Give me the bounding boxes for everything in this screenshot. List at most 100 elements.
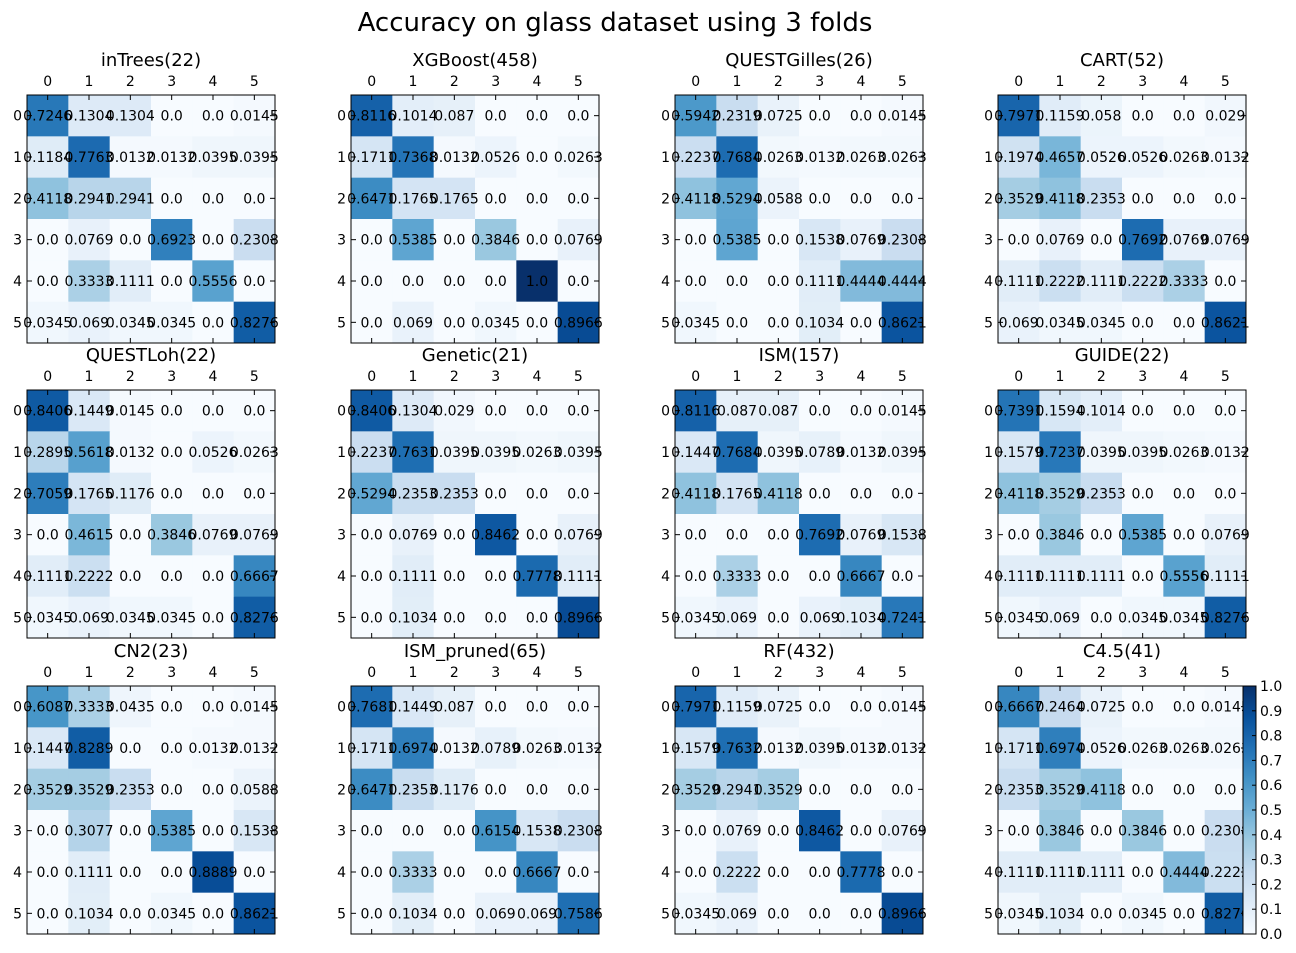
- cell-value-label: 0.7391: [994, 404, 1043, 420]
- cell-value-label: 0.0: [1132, 315, 1154, 331]
- cell-value-label: 0.0: [809, 700, 831, 716]
- cell-value-label: 0.2222: [65, 569, 114, 585]
- cell-value-label: 0.2353: [1077, 486, 1126, 502]
- heatmap-cell: [516, 596, 559, 639]
- heatmap-cell: [68, 301, 111, 344]
- y-tick-label: 2: [13, 486, 22, 502]
- y-tick-label: 1: [661, 150, 670, 166]
- cell-value-label: 0.2353: [389, 782, 438, 798]
- cell-value-label: 0.1034: [1036, 906, 1085, 922]
- heatmap-cell: [840, 768, 883, 811]
- cell-value-label: 0.069: [517, 906, 557, 922]
- heatmap-cell: [192, 136, 235, 179]
- heatmap-cell: [1163, 555, 1206, 598]
- x-tick-label: 4: [533, 74, 542, 90]
- cell-value-label: 0.0: [361, 906, 383, 922]
- x-tick-label: 3: [815, 665, 824, 681]
- x-tick-label: 1: [1056, 369, 1065, 385]
- axes-frame: [350, 389, 600, 639]
- heatmap-cell: [392, 301, 435, 344]
- cell-value-label: 0.0: [485, 700, 507, 716]
- cell-value-label: 0.0: [1132, 486, 1154, 502]
- y-tick-label: 3: [984, 233, 993, 249]
- y-tick-label: 3: [661, 233, 670, 249]
- heatmap-cell: [433, 301, 476, 344]
- x-tick-label: 0: [1014, 369, 1023, 385]
- heatmap-cell: [475, 555, 517, 598]
- cell-value-label: 0.5556: [189, 274, 238, 290]
- y-tick-label: 2: [984, 191, 993, 207]
- x-tick-label: 0: [43, 369, 52, 385]
- cell-value-label: 0.1014: [1077, 404, 1126, 420]
- heatmap-cell: [233, 95, 276, 137]
- heatmap-cell: [392, 260, 435, 303]
- heatmap-cell: [1163, 431, 1206, 474]
- heatmap-cell: [233, 431, 276, 474]
- heatmap-cell: [675, 768, 717, 811]
- cell-value-label: 0.0: [809, 486, 831, 502]
- heatmap-cell: [109, 177, 152, 220]
- cell-value-label: 0.1765: [713, 486, 762, 502]
- cell-value-label: 0.1034: [795, 315, 844, 331]
- heatmap-cell: [840, 177, 883, 220]
- heatmap-cell: [1039, 301, 1082, 344]
- cell-value-label: 0.0: [443, 315, 465, 331]
- y-tick-label: 2: [984, 782, 993, 798]
- heatmap-cell: [1122, 810, 1164, 852]
- cell-value-label: 0.0395: [230, 150, 279, 166]
- x-tick-label: 2: [126, 369, 135, 385]
- x-tick-label: 2: [774, 74, 783, 90]
- heatmap-cell: [1204, 95, 1247, 137]
- x-tick-label: 1: [85, 369, 94, 385]
- colorbar-tick-label: 0.6: [1260, 778, 1282, 794]
- cell-value-label: 0.0: [1173, 404, 1195, 420]
- heatmap-cell: [27, 390, 69, 432]
- cell-value-label: 0.0345: [23, 315, 72, 331]
- cell-value-label: 0.1538: [878, 528, 927, 544]
- heatmap-cell: [516, 555, 559, 598]
- cell-value-label: 0.1111: [554, 569, 603, 585]
- cell-value-label: 0.7684: [713, 445, 762, 461]
- heatmap-cell: [557, 892, 600, 935]
- y-tick-label: 0: [984, 404, 993, 420]
- heatmap-cell: [881, 219, 924, 261]
- cell-value-label: 0.1111: [389, 569, 438, 585]
- x-tick-label: 1: [409, 665, 418, 681]
- heatmap-cell: [1080, 219, 1123, 261]
- cell-value-label: 0.0: [567, 274, 589, 290]
- cell-value-label: 0.5385: [1118, 528, 1167, 544]
- heatmap-cell: [1039, 472, 1082, 515]
- heatmap-cell: [840, 892, 883, 935]
- panel-title: C4.5(41): [1083, 641, 1161, 662]
- x-tick-label: 5: [1221, 665, 1230, 681]
- cell-value-label: 0.0: [567, 865, 589, 881]
- panel-title: ISM(157): [759, 345, 840, 366]
- cell-value-label: 0.0395: [1118, 445, 1167, 461]
- heatmap-cell: [233, 892, 276, 935]
- y-tick-label: 1: [337, 150, 346, 166]
- x-tick-label: 2: [450, 369, 459, 385]
- heatmap-cell: [840, 727, 883, 770]
- cell-value-label: 0.1111: [106, 274, 155, 290]
- heatmap-cell: [557, 177, 600, 220]
- y-tick-label: 0: [13, 700, 22, 716]
- cell-value-label: 0.1159: [1036, 109, 1085, 125]
- y-tick-label: 2: [661, 191, 670, 207]
- cell-value-label: 0.2941: [713, 782, 762, 798]
- heatmap-cell: [1204, 136, 1247, 179]
- heatmap-cell: [233, 472, 276, 515]
- heatmap-cell: [1080, 95, 1123, 137]
- cell-value-label: 0.3846: [147, 528, 196, 544]
- x-tick-label: 2: [1097, 74, 1106, 90]
- cell-value-label: 0.0769: [230, 528, 279, 544]
- heatmap-cell: [192, 301, 235, 344]
- heatmap-cell: [233, 301, 276, 344]
- heatmap-cell: [433, 514, 476, 556]
- cell-value-label: 0.8621: [230, 906, 279, 922]
- heatmap-cell: [109, 514, 152, 556]
- heatmap-cell: [1039, 727, 1082, 770]
- axes-frame: [350, 685, 600, 935]
- heatmap-cell: [27, 301, 69, 344]
- heatmap-cell: [68, 219, 111, 261]
